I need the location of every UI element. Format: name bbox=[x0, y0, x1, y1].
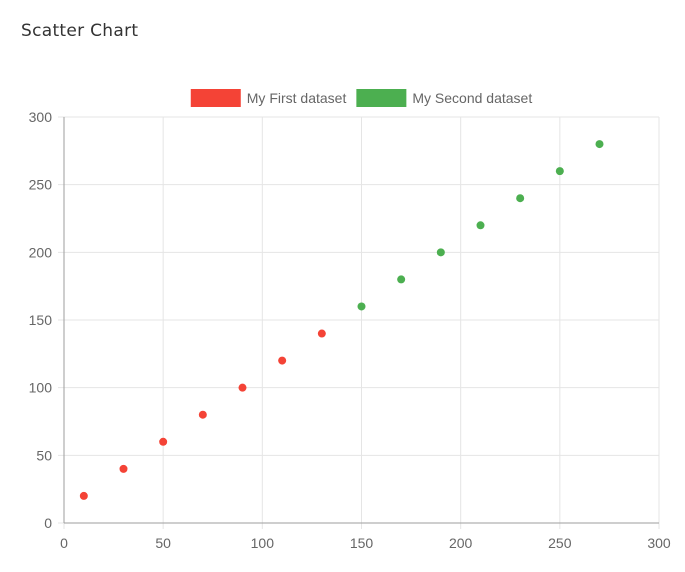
y-tick-label: 0 bbox=[44, 515, 52, 531]
tick-labels: 0 50 100 150 200 250 300 0 50 100 150 200 250 300 bbox=[29, 109, 671, 551]
page-title: Scatter Chart bbox=[21, 21, 139, 41]
x-tick-label: 200 bbox=[449, 535, 473, 551]
x-tick-label: 150 bbox=[350, 535, 374, 551]
y-tick-label: 200 bbox=[29, 244, 53, 260]
x-tick-label: 250 bbox=[548, 535, 572, 551]
data-point-series-2[interactable] bbox=[476, 221, 485, 230]
grid-lines bbox=[58, 116, 660, 529]
y-tick-label: 50 bbox=[36, 447, 52, 463]
data-point-series-1[interactable] bbox=[119, 464, 128, 473]
data-point-series-2[interactable] bbox=[555, 167, 564, 176]
axes bbox=[63, 117, 659, 524]
data-point-series-1[interactable] bbox=[159, 437, 168, 446]
y-tick-label: 300 bbox=[29, 109, 53, 125]
data-point-series-1[interactable] bbox=[278, 356, 287, 365]
data-point-series-2[interactable] bbox=[357, 302, 366, 311]
y-tick-label: 250 bbox=[29, 177, 53, 193]
legend-item-2[interactable]: My Second dataset bbox=[356, 89, 532, 107]
data-points bbox=[79, 140, 604, 500]
legend-item-1[interactable]: My First dataset bbox=[190, 89, 347, 107]
data-point-series-1[interactable] bbox=[198, 410, 207, 419]
y-tick-label: 150 bbox=[29, 312, 53, 328]
legend-swatch bbox=[190, 89, 241, 107]
x-tick-label: 100 bbox=[251, 535, 275, 551]
legend[interactable]: My First dataset My Second dataset bbox=[190, 89, 533, 107]
legend-label: My Second dataset bbox=[412, 90, 532, 106]
data-point-series-2[interactable] bbox=[516, 194, 525, 203]
data-point-series-1[interactable] bbox=[79, 491, 88, 500]
data-point-series-2[interactable] bbox=[397, 275, 406, 284]
y-tick-label: 100 bbox=[29, 380, 53, 396]
data-point-series-1[interactable] bbox=[238, 383, 247, 392]
legend-swatch bbox=[356, 89, 407, 107]
data-point-series-2[interactable] bbox=[436, 248, 445, 257]
x-tick-label: 50 bbox=[155, 535, 171, 551]
legend-label: My First dataset bbox=[247, 90, 347, 106]
data-point-series-1[interactable] bbox=[317, 329, 326, 338]
x-tick-label: 300 bbox=[647, 535, 671, 551]
data-point-series-2[interactable] bbox=[595, 140, 604, 149]
x-tick-label: 0 bbox=[60, 535, 68, 551]
